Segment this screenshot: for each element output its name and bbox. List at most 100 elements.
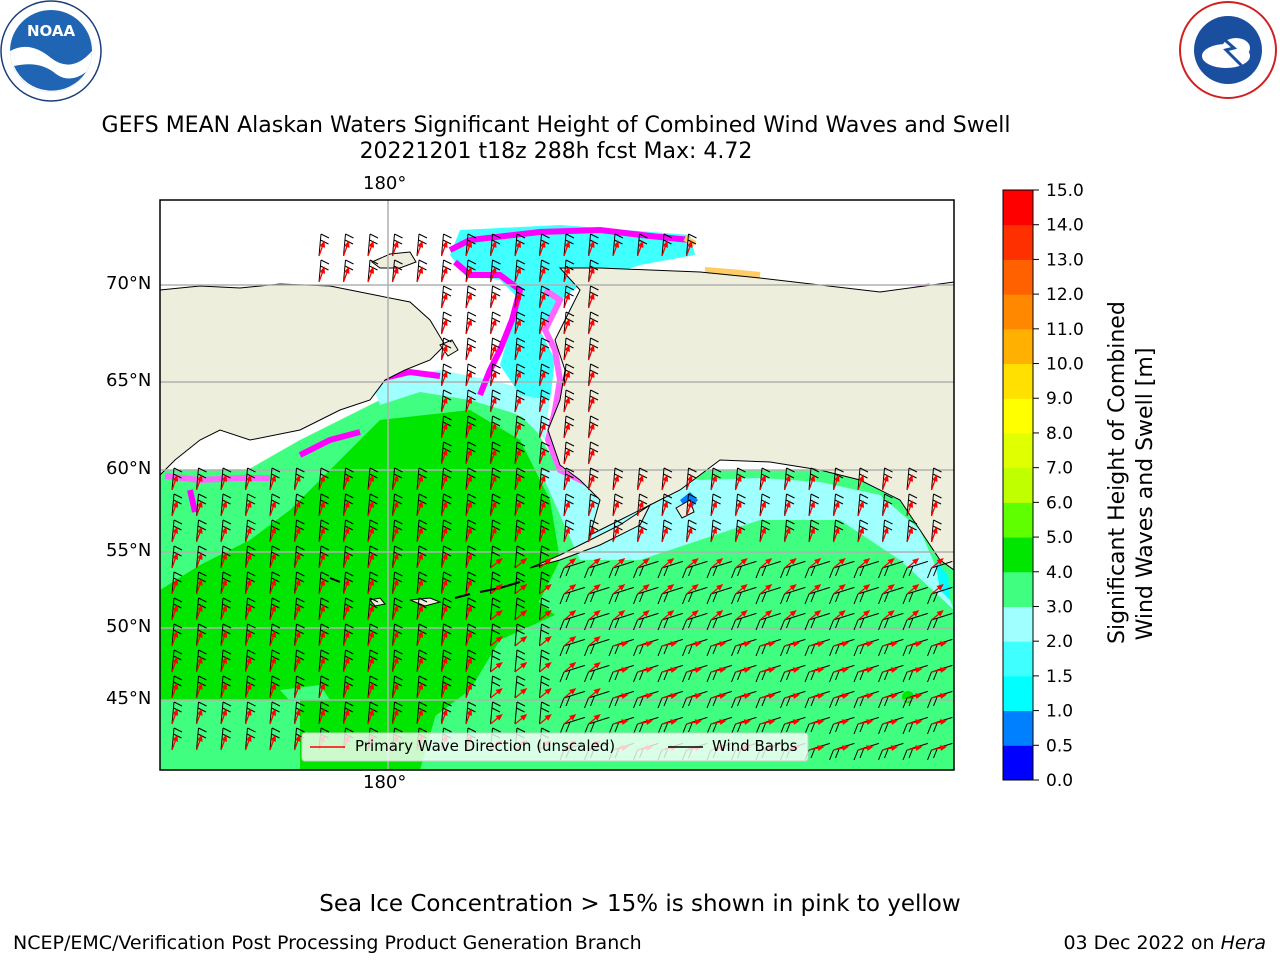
wave-direction-arrow (710, 693, 727, 699)
wave-direction-arrow (514, 370, 521, 387)
wave-direction-arrow (465, 422, 472, 439)
wave-direction-arrow (440, 448, 448, 465)
wave-direction-arrow (293, 500, 301, 517)
wind-barb (902, 586, 929, 605)
wave-direction-arrow (465, 448, 472, 465)
wave-direction-arrow (931, 641, 948, 647)
wave-direction-arrow (685, 240, 693, 257)
wave-direction-arrow (857, 500, 864, 517)
wind-barb (490, 675, 501, 699)
wave-direction-arrow (734, 474, 742, 491)
wave-direction-arrow (857, 641, 874, 647)
wave-direction-arrow (882, 609, 895, 621)
wave-direction-arrow (440, 578, 448, 595)
wind-barb (514, 545, 526, 569)
wave-direction-arrow (588, 583, 601, 595)
wave-direction-arrow (195, 552, 203, 569)
wave-direction-arrow (882, 719, 899, 725)
wave-direction-arrow (342, 474, 350, 491)
wind-barb (780, 612, 806, 631)
wave-direction-arrow (637, 719, 654, 725)
wind-barb (514, 571, 526, 595)
wind-barb (559, 664, 586, 683)
wave-direction-arrow (784, 557, 797, 569)
wave-direction-arrow (514, 448, 521, 465)
wave-direction-arrow (857, 583, 871, 595)
wave-direction-arrow (539, 635, 552, 647)
wave-direction-arrow (318, 500, 325, 517)
wave-direction-arrow (465, 240, 472, 257)
wave-direction-arrow (612, 526, 619, 543)
wave-direction-arrow (906, 667, 923, 673)
colorbar-segment (1003, 675, 1033, 712)
wave-direction-arrow (195, 656, 203, 673)
wave-direction-arrow (244, 474, 252, 491)
wave-direction-arrow (342, 578, 350, 595)
colorbar-segment (1003, 467, 1033, 503)
wave-direction-arrow (588, 635, 601, 647)
nws-logo (1179, 1, 1277, 99)
footer-right: 03 Dec 2022 on Hera (1063, 932, 1266, 954)
wave-direction-arrow (563, 500, 570, 517)
wind-barb (927, 612, 953, 631)
wave-direction-arrow (489, 318, 497, 335)
wind-barb (682, 612, 708, 631)
wave-direction-arrow (244, 552, 252, 569)
wind-barb (633, 586, 659, 605)
wave-direction-arrow (587, 474, 595, 491)
wave-direction-arrow (784, 693, 801, 699)
wave-direction-arrow (931, 693, 948, 699)
wave-direction-arrow (539, 661, 552, 673)
chart-title: GEFS MEAN Alaskan Waters Significant Hei… (101, 113, 1011, 138)
wave-direction-arrow (661, 693, 678, 699)
wind-barb (853, 586, 880, 605)
wave-direction-arrow (637, 693, 654, 699)
wave-direction-arrow (563, 557, 577, 569)
wave-direction-arrow (367, 552, 374, 569)
wave-direction-arrow (710, 609, 724, 621)
wave-direction-arrow (171, 604, 178, 621)
wind-barb (682, 586, 708, 605)
wave-direction-arrow (293, 552, 301, 569)
wind-barb (539, 675, 550, 699)
wind-barb (490, 623, 501, 647)
wave-direction-arrow (220, 708, 227, 725)
wave-direction-arrow (367, 604, 374, 621)
wave-direction-arrow (686, 719, 703, 725)
wind-barb (539, 649, 550, 673)
wave-direction-arrow (440, 604, 448, 621)
wave-direction-arrow (661, 583, 675, 595)
wind-barb (514, 623, 526, 647)
wave-direction-arrow (857, 693, 874, 699)
wave-direction-arrow (416, 630, 423, 647)
wave-direction-arrow (930, 500, 938, 517)
legend-wave-label: Primary Wave Direction (unscaled) (355, 737, 616, 755)
wave-direction-arrow (391, 682, 399, 699)
wave-direction-arrow (367, 656, 374, 673)
wave-direction-arrow (808, 500, 815, 517)
wave-direction-arrow (440, 370, 448, 387)
wave-direction-arrow (489, 240, 497, 257)
wave-direction-arrow (759, 474, 766, 491)
wind-barb (608, 586, 635, 605)
lat-label-70: 70°N (106, 273, 152, 294)
wave-direction-arrow (514, 557, 528, 569)
wind-barb (584, 586, 610, 605)
wave-direction-arrow (489, 526, 497, 543)
wave-direction-arrow (514, 635, 528, 647)
wave-direction-arrow (171, 630, 178, 647)
wind-barb (490, 597, 501, 621)
wave-direction-arrow (514, 240, 521, 257)
wave-direction-arrow (342, 630, 350, 647)
wave-direction-arrow (686, 557, 699, 569)
wave-direction-arrow (563, 661, 577, 673)
wave-direction-arrow (220, 682, 227, 699)
wave-direction-arrow (563, 583, 577, 595)
wind-barb (633, 560, 659, 579)
wave-direction-arrow (759, 693, 776, 699)
wave-direction-arrow (857, 526, 864, 543)
wave-direction-arrow (661, 500, 668, 517)
wave-direction-arrow (906, 609, 920, 621)
wave-direction-arrow (538, 318, 546, 335)
wave-direction-arrow (269, 656, 276, 673)
